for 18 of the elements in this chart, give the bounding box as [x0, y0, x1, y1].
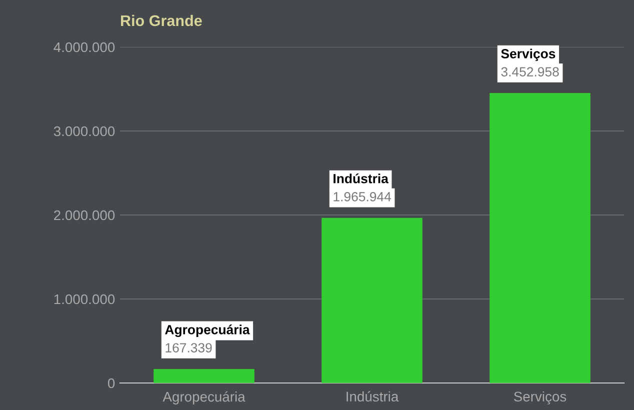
y-tick-label: 1.000.000: [54, 294, 115, 304]
category-label: Serviços: [501, 48, 556, 62]
data-label: 1.965.944: [334, 192, 392, 202]
x-tick-label: Serviços: [514, 391, 566, 404]
x-tick-label: Indústria: [346, 391, 399, 402]
bar: [490, 92, 590, 383]
bar: [154, 368, 254, 383]
category-label: Agropecuária: [165, 324, 250, 337]
chart-title: Rio Grande: [121, 14, 202, 26]
data-label: 167.339: [166, 343, 212, 352]
y-tick-label: 4.000.000: [54, 42, 115, 52]
y-tick-label: 3.000.000: [54, 126, 115, 136]
y-tick-label: 2.000.000: [54, 210, 115, 220]
bar: [322, 218, 422, 383]
y-tick-label: 0: [108, 378, 115, 388]
category-label: Indústria: [334, 174, 389, 184]
data-label: 3.452.958: [501, 67, 559, 76]
x-tick-label: Agropecuária: [162, 391, 246, 404]
